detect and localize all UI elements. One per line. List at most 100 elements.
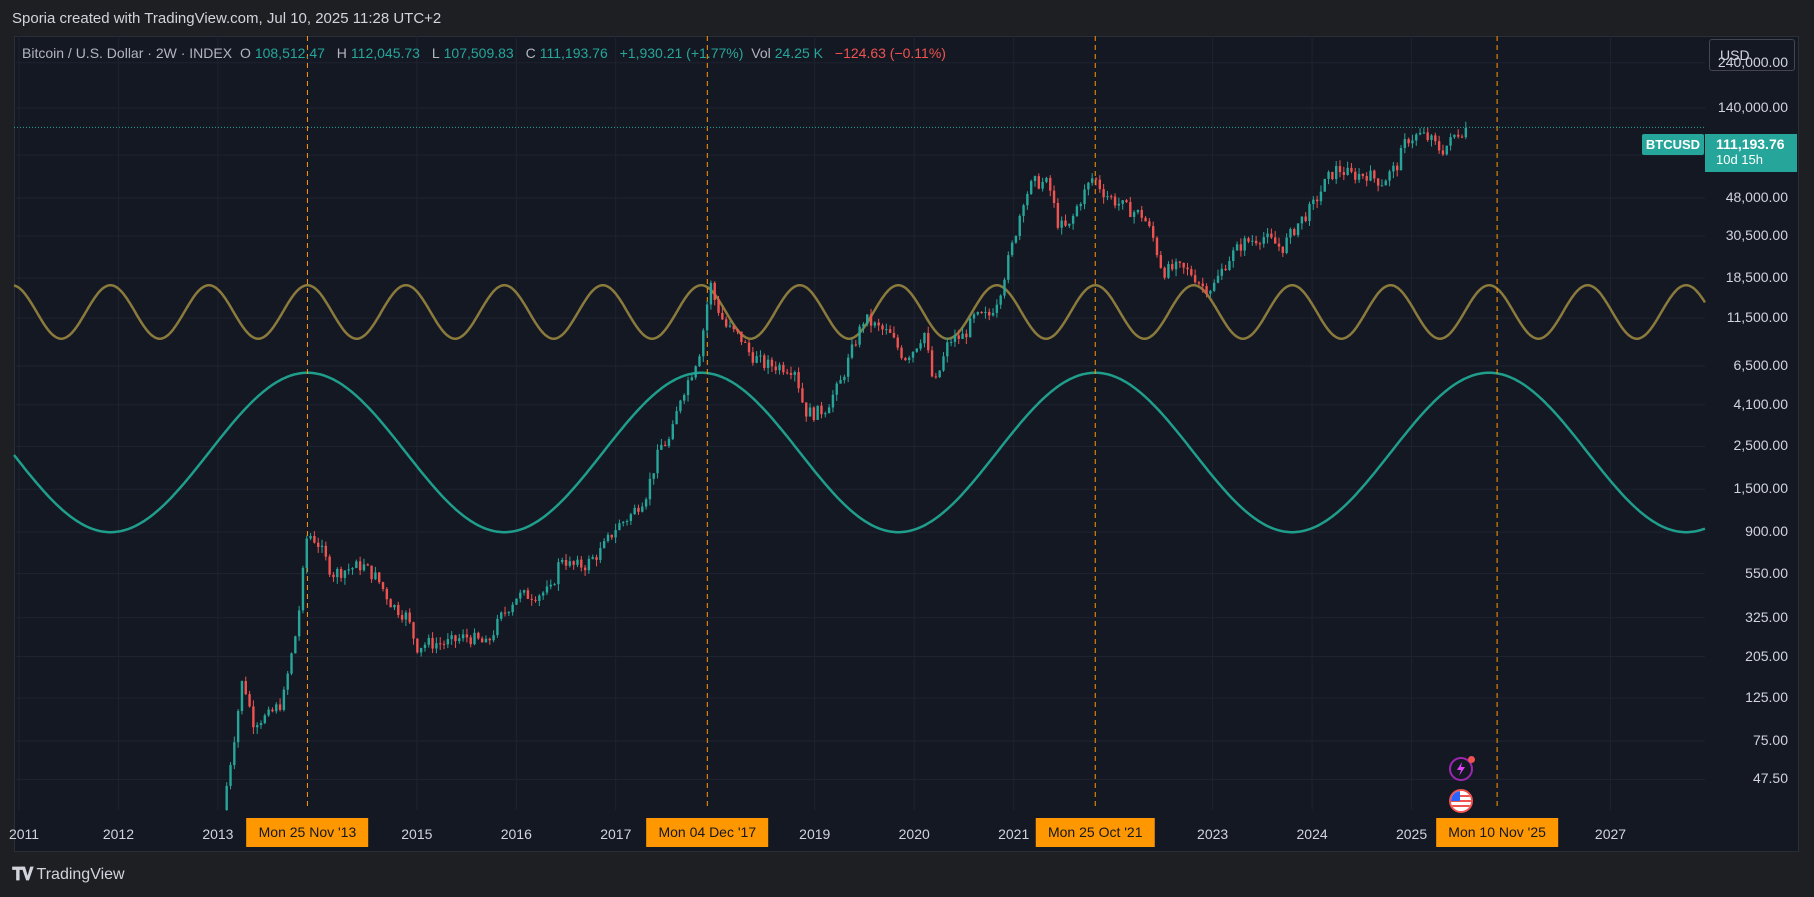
candle-up (362, 564, 366, 571)
candle-up (1235, 244, 1239, 251)
candle-up (1060, 220, 1063, 228)
candle-down (317, 542, 320, 547)
candle-up (1007, 255, 1010, 280)
candle-up (507, 612, 511, 614)
candle-up (336, 568, 339, 578)
candle-up (766, 359, 770, 368)
candle-up (686, 380, 690, 396)
candle-up (301, 567, 305, 611)
open-label: O (239, 45, 251, 61)
candle-down (1460, 136, 1464, 138)
candle-up (675, 411, 678, 425)
candle-up (923, 332, 926, 344)
candle-down (1281, 246, 1285, 253)
candle-up (229, 765, 232, 786)
candle-up (1399, 148, 1403, 171)
candle-up (1010, 242, 1014, 256)
candle-up (949, 341, 953, 343)
candle-down (271, 709, 274, 712)
candle-up (1380, 185, 1384, 187)
candle-down (663, 444, 667, 446)
candle-down (736, 329, 739, 332)
y-tick-label: 325.00 (1745, 608, 1788, 625)
candle-down (1201, 283, 1204, 287)
symbol-label[interactable]: Bitcoin / U.S. Dollar · 2W · INDEX (22, 45, 233, 61)
candle-up (755, 356, 758, 363)
candle-up (549, 584, 552, 587)
candle-down (1190, 269, 1193, 276)
candle-up (907, 357, 911, 360)
candle-up (541, 592, 545, 596)
candle-up (885, 329, 888, 331)
candle-down (1205, 286, 1208, 294)
candle-up (629, 514, 633, 521)
candle-down (1239, 244, 1243, 251)
y-tick-label: 2,500.00 (1733, 437, 1789, 454)
candle-up (355, 561, 358, 569)
candle-up (1388, 171, 1391, 181)
us-flag-event-icon[interactable] (1449, 789, 1473, 813)
candle-up (576, 559, 579, 565)
candle-down (381, 582, 385, 589)
candle-up (968, 318, 972, 338)
tradingview-logo[interactable]: 𝐓𝐕 TradingView (12, 864, 125, 885)
close-label: C (525, 45, 536, 61)
candle-up (1266, 233, 1269, 238)
candle-down (1094, 178, 1098, 180)
candle-up (991, 312, 995, 316)
candle-down (637, 507, 640, 512)
candle-up (846, 357, 850, 377)
candle-down (1273, 237, 1277, 244)
candle-up (843, 376, 846, 380)
candle-down (751, 352, 755, 363)
candle-down (252, 706, 255, 728)
x-tick-label: 2016 (500, 826, 532, 842)
candle-down (278, 704, 282, 710)
candle-down (747, 342, 751, 353)
candle-up (622, 522, 625, 524)
lightning-event-icon[interactable] (1449, 756, 1475, 781)
candle-up (374, 572, 377, 580)
chart-pane[interactable] (14, 36, 1799, 852)
candle-up (461, 634, 465, 639)
low-value: 107,509.83 (443, 45, 514, 61)
candle-down (1113, 196, 1117, 206)
candle-up (1312, 199, 1315, 205)
candle-up (473, 632, 476, 645)
candle-up (1228, 261, 1231, 271)
candle-up (240, 681, 244, 711)
candle-up (683, 395, 686, 401)
candle-down (564, 560, 568, 566)
y-tick-label: 205.00 (1745, 647, 1788, 664)
candle-down (805, 402, 808, 417)
candle-up (824, 413, 827, 415)
candle-up (275, 704, 278, 712)
candle-down (1315, 199, 1319, 202)
currency-button[interactable]: USD (1709, 39, 1795, 71)
marker-layer (306, 36, 1498, 810)
candle-up (1369, 170, 1372, 181)
candle-up (961, 333, 964, 339)
candle-up (778, 364, 781, 371)
candle-up (1453, 134, 1456, 138)
candle-up (705, 304, 709, 331)
candle-up (808, 407, 812, 417)
candle-up (236, 710, 240, 743)
candle-up (233, 742, 236, 766)
candle-up (599, 548, 602, 560)
candle-down (1140, 209, 1143, 218)
candle-up (641, 506, 644, 512)
candle-down (1155, 237, 1159, 256)
candle-down (358, 561, 362, 571)
brand-label: TradingView (36, 865, 125, 883)
candle-up (1289, 229, 1292, 238)
candle-down (1293, 229, 1296, 236)
candle-up (984, 311, 987, 314)
candle-down (442, 643, 446, 645)
candle-down (1064, 220, 1067, 226)
cycle-date-flag: Mon 25 Oct '21 (1035, 818, 1155, 847)
candle-up (667, 439, 671, 446)
candle-up (1033, 176, 1037, 182)
candle-up (557, 562, 560, 585)
